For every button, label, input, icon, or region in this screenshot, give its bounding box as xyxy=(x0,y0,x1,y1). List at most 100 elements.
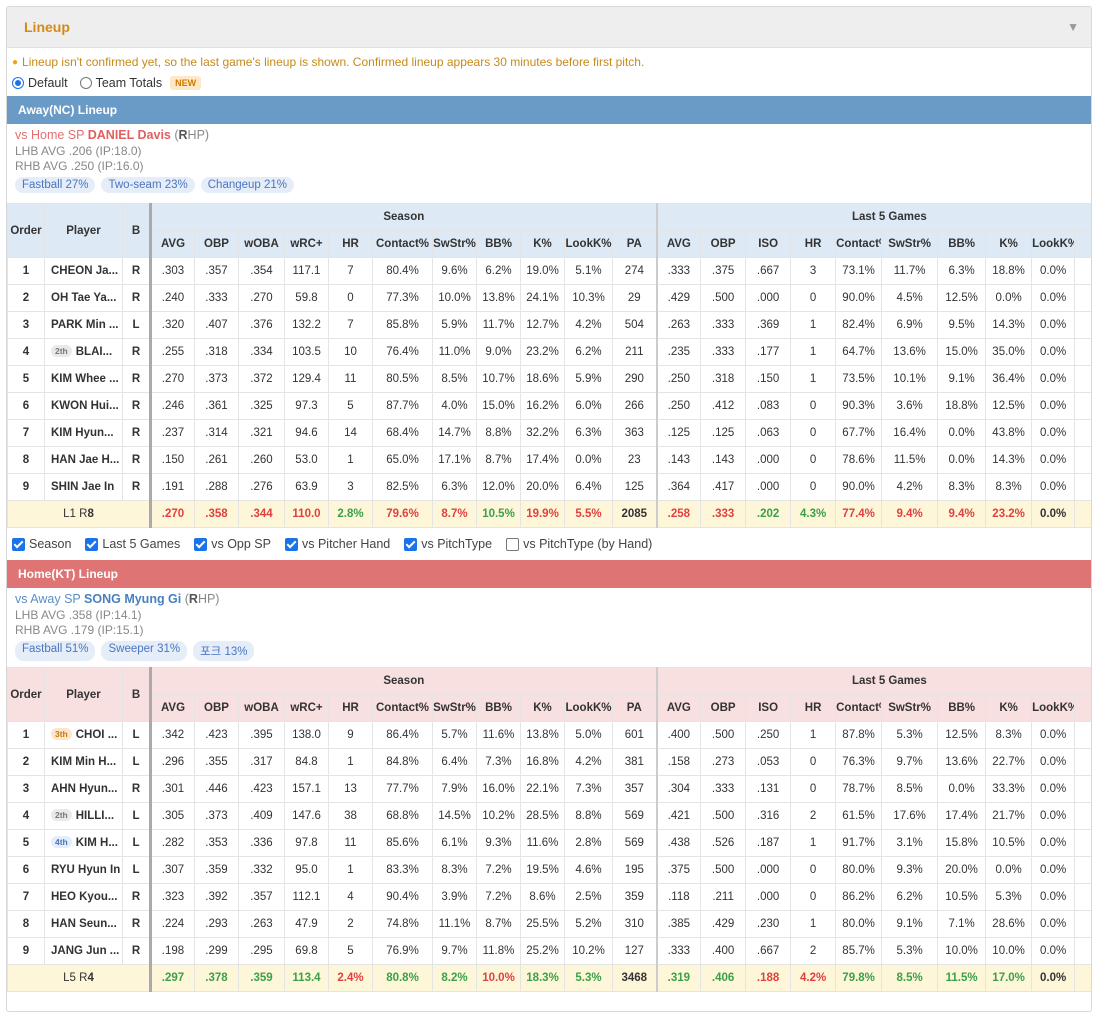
last5-col-header[interactable]: ISO xyxy=(745,230,792,258)
table-row[interactable]: 8 HAN Seun... R .224.293.263 47.9 2 74.8% 11.1%… xyxy=(7,910,1091,938)
last5-col-header[interactable]: SwStr% xyxy=(881,230,939,258)
table-row[interactable]: 2 KIM Min H... L .296.355.317 84.8 1 84.8% 6.4%… xyxy=(7,748,1091,776)
home-pitch-chip[interactable]: 포크 13% xyxy=(193,641,255,661)
away-pitch-chip[interactable]: Fastball 27% xyxy=(15,177,96,193)
player-cell[interactable]: KIM Hyun... xyxy=(44,419,123,447)
home-pitch-chip[interactable]: Sweeper 31% xyxy=(101,641,188,661)
player-name[interactable]: CHOI ... xyxy=(75,729,118,741)
season-col-header[interactable]: PA xyxy=(611,694,658,722)
last5-col-header[interactable]: HR xyxy=(790,694,837,722)
player-name[interactable]: PARK Min ... xyxy=(51,319,119,331)
player-cell[interactable]: HAN Seun... xyxy=(44,910,123,938)
player-cell[interactable]: KIM Min H... xyxy=(44,748,123,776)
home-pitch-chip[interactable]: Fastball 51% xyxy=(15,641,96,661)
order-header[interactable]: Order xyxy=(7,203,45,258)
season-col-header[interactable]: SwStr% xyxy=(432,694,477,722)
last5-col-header[interactable]: K% xyxy=(985,694,1033,722)
player-cell[interactable]: 2th HILLI... xyxy=(44,802,123,830)
player-cell[interactable]: 2th BLAI... xyxy=(44,338,123,366)
last5-col-header[interactable]: SwStr% xyxy=(881,694,939,722)
table-row[interactable]: 8 HAN Jae H... R .150.261.260 53.0 1 65.0% 17.1… xyxy=(7,446,1091,474)
last5-col-header[interactable]: K% xyxy=(985,230,1033,258)
away-sp-name[interactable]: DANIEL Davis xyxy=(87,128,171,142)
season-col-header[interactable]: BB% xyxy=(476,230,521,258)
filter-checkbox[interactable]: vs PitchType xyxy=(404,537,492,551)
panel-header[interactable]: Lineup ▼ xyxy=(7,7,1091,48)
last5-col-header[interactable]: Contact% xyxy=(835,694,883,722)
player-name[interactable]: SHIN Jae In xyxy=(51,481,115,493)
player-cell[interactable]: OH Tae Ya... xyxy=(44,284,123,312)
last5-col-header[interactable]: BB% xyxy=(937,694,987,722)
radio-default[interactable]: Default xyxy=(12,76,68,90)
player-header[interactable]: Player xyxy=(44,667,123,722)
triangle-down-icon[interactable]: ▼ xyxy=(1067,20,1079,34)
player-name[interactable]: CHEON Ja... xyxy=(51,265,119,277)
season-col-header[interactable]: AVG xyxy=(149,230,195,258)
table-row[interactable]: 7 HEO Kyou... R .323.392.357 112.1 4 90.4% 3.9%… xyxy=(7,883,1091,911)
order-header[interactable]: Order xyxy=(7,667,45,722)
table-row[interactable]: 6 KWON Hui... R .246.361.325 97.3 5 87.7% 4.0% 1… xyxy=(7,392,1091,420)
table-row[interactable]: 4 2th HILLI... L .305.373.409 147.6 38 68.8% 14.… xyxy=(7,802,1091,830)
last5-col-header[interactable]: AVG xyxy=(655,230,702,258)
checkbox-indicator[interactable] xyxy=(85,537,99,551)
table-row[interactable]: 2 OH Tae Ya... R .240.333.270 59.8 0 77.3% 10.0… xyxy=(7,284,1091,312)
last5-col-header[interactable]: OBP xyxy=(700,230,747,258)
season-col-header[interactable]: HR xyxy=(328,230,373,258)
checkbox-indicator[interactable] xyxy=(12,537,25,551)
season-col-header[interactable]: wRC+ xyxy=(284,694,329,722)
season-col-header[interactable]: wRC+ xyxy=(284,230,329,258)
season-col-header[interactable]: wOBA xyxy=(238,230,285,258)
table-row[interactable]: 3 AHN Hyun... R .301.446.423 157.1 13 77.7% 7.9… xyxy=(7,775,1091,803)
checkbox-indicator[interactable] xyxy=(194,537,208,551)
table-row[interactable]: 7 KIM Hyun... R .237.314.321 94.6 14 68.4% 14.7… xyxy=(7,419,1091,447)
season-col-header[interactable]: OBP xyxy=(194,694,239,722)
player-name[interactable]: KWON Hui... xyxy=(51,400,119,412)
last5-col-header[interactable]: OBP xyxy=(700,694,747,722)
table-row[interactable]: 9 SHIN Jae In R .191.288.276 63.9 3 82.5% 6.3% 1… xyxy=(7,473,1091,501)
player-cell[interactable]: JANG Jun ... xyxy=(44,937,123,965)
radio-team-totals[interactable]: Team Totals xyxy=(79,76,162,90)
radio-default-indicator[interactable] xyxy=(12,77,24,89)
table-row[interactable]: 1 3th CHOI ... L .342.423.395 138.0 9 86.4% 5.7%… xyxy=(7,721,1091,749)
player-name[interactable]: RYU Hyun In xyxy=(51,864,121,876)
player-name[interactable]: HILLI... xyxy=(75,810,115,822)
away-pitch-chip[interactable]: Two-seam 23% xyxy=(101,177,195,193)
checkbox-indicator[interactable] xyxy=(404,537,418,551)
player-cell[interactable]: SHIN Jae In xyxy=(44,473,123,501)
filter-checkbox[interactable]: vs Opp SP xyxy=(194,537,271,551)
season-col-header[interactable]: HR xyxy=(328,694,373,722)
player-header[interactable]: Player xyxy=(44,203,123,258)
season-col-header[interactable]: K% xyxy=(520,230,565,258)
table-row[interactable]: 5 KIM Whee ... R .270.373.372 129.4 11 80.5% 8.… xyxy=(7,365,1091,393)
filter-checkbox[interactable]: vs Pitcher Hand xyxy=(284,537,390,551)
season-col-header[interactable]: Contact% xyxy=(372,694,433,722)
player-cell[interactable]: CHEON Ja... xyxy=(44,257,123,285)
home-sp-name[interactable]: SONG Myung Gi xyxy=(84,592,182,606)
away-pitch-chip[interactable]: Changeup 21% xyxy=(200,177,295,193)
table-row[interactable]: 4 2th BLAI... R .255.318.334 103.5 10 76.4% 11.0… xyxy=(7,338,1091,366)
season-col-header[interactable]: BB% xyxy=(476,694,521,722)
player-name[interactable]: KIM Whee ... xyxy=(51,373,119,385)
checkbox-indicator[interactable] xyxy=(506,537,520,551)
filter-checkbox[interactable]: vs PitchType (by Hand) xyxy=(506,537,652,551)
player-name[interactable]: KIM H... xyxy=(75,837,118,849)
season-col-header[interactable]: AVG xyxy=(149,694,195,722)
player-name[interactable]: HAN Seun... xyxy=(51,918,117,930)
player-cell[interactable]: KIM Whee ... xyxy=(44,365,123,393)
last5-col-header[interactable]: LookK% xyxy=(1031,694,1076,722)
player-cell[interactable]: AHN Hyun... xyxy=(44,775,123,803)
radio-team-totals-indicator[interactable] xyxy=(79,77,92,89)
last5-col-header[interactable]: Contact% xyxy=(835,230,883,258)
table-row[interactable]: 6 RYU Hyun In L .307.359.332 95.0 1 83.3% 8.3% 7… xyxy=(7,856,1091,884)
last5-col-header[interactable]: ISO xyxy=(745,694,792,722)
filter-checkbox[interactable]: Season xyxy=(12,537,71,551)
table-row[interactable]: 5 4th KIM H... L .282.353.336 97.8 11 85.6% 6.1%… xyxy=(7,829,1091,857)
season-col-header[interactable]: Contact% xyxy=(372,230,433,258)
player-cell[interactable]: RYU Hyun In xyxy=(44,856,123,884)
player-name[interactable]: OH Tae Ya... xyxy=(51,292,117,304)
last5-col-header[interactable]: LookK% xyxy=(1031,230,1076,258)
player-name[interactable]: AHN Hyun... xyxy=(51,783,118,795)
table-row[interactable]: 9 JANG Jun ... R .198.299.295 69.8 5 76.9% 9.7%… xyxy=(7,937,1091,965)
player-name[interactable]: HEO Kyou... xyxy=(51,891,118,903)
season-col-header[interactable]: LookK% xyxy=(564,694,613,722)
